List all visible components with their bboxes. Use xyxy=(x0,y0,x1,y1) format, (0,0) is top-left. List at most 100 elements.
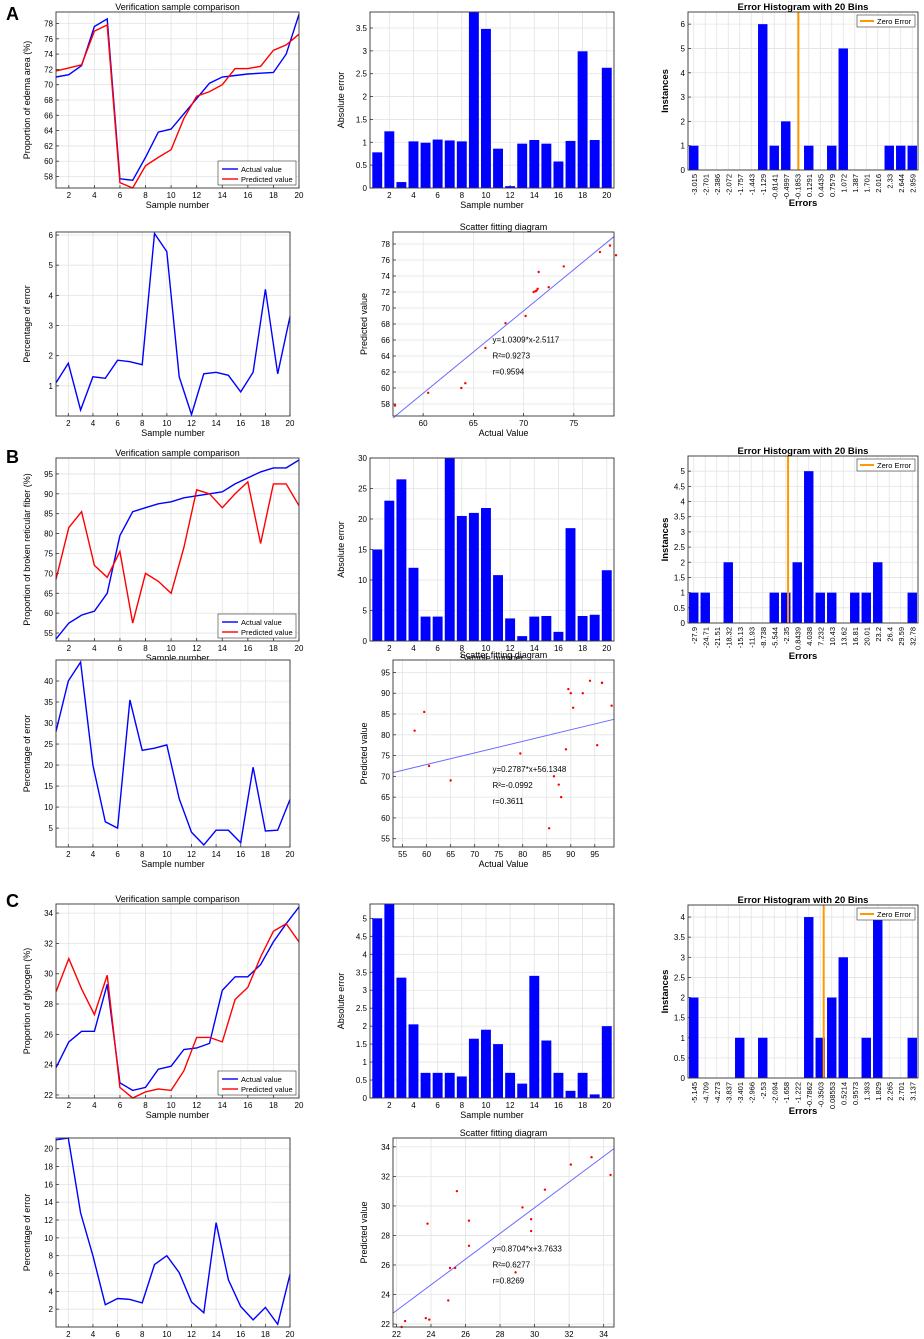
tick-label-x: 23.2 xyxy=(874,627,883,642)
tick-label-y: 4 xyxy=(49,1287,54,1296)
tick-label-y: 20 xyxy=(44,761,53,770)
bar xyxy=(577,615,588,641)
plot-area xyxy=(393,1138,614,1327)
scatter-point xyxy=(571,706,575,709)
scatter-point xyxy=(426,391,430,394)
tick-label-x: -0.7862 xyxy=(805,1082,814,1107)
y-axis-label: Proportion of edema area (%) xyxy=(22,41,32,160)
tick-label-x: 55 xyxy=(398,850,407,859)
tick-label-x: 28 xyxy=(496,1330,505,1339)
tick-label-x: -0.3503 xyxy=(816,1082,825,1107)
tick-label-y: 95 xyxy=(44,470,53,479)
tick-label-y: 2.5 xyxy=(674,973,686,982)
tick-label-y: 0 xyxy=(681,1074,686,1083)
tick-label-x: 2 xyxy=(387,644,392,653)
scatter-point xyxy=(543,1188,547,1191)
tick-label-y: 2.5 xyxy=(356,1004,368,1013)
plot-area xyxy=(688,456,918,623)
scatter-point xyxy=(467,1244,471,1247)
tick-label-y: 10 xyxy=(358,576,367,585)
tick-label-x: 14 xyxy=(218,1101,227,1110)
scatter-point xyxy=(504,322,507,325)
tick-label-y: 40 xyxy=(44,677,53,686)
tick-label-x: 6 xyxy=(435,1101,440,1110)
tick-label-y: 15 xyxy=(358,546,367,555)
tick-label-y: 35 xyxy=(44,698,53,707)
bar xyxy=(372,152,383,188)
tick-label-x: 12 xyxy=(506,1101,515,1110)
tick-label-x: 8 xyxy=(460,191,465,200)
bar xyxy=(493,575,503,641)
bar xyxy=(601,67,612,188)
tick-label-x: 6 xyxy=(118,191,123,200)
bar xyxy=(420,616,431,641)
fit-annotation: r=0.9594 xyxy=(492,367,524,376)
tick-label-y: 2 xyxy=(681,558,686,567)
histogram-bar xyxy=(723,562,733,623)
tick-label-x: 12 xyxy=(187,850,196,859)
plot-area xyxy=(393,660,614,847)
bar xyxy=(541,1040,552,1098)
scatter-point xyxy=(455,1189,459,1193)
tick-label-x: 16 xyxy=(236,419,245,428)
tick-label-x: 90 xyxy=(566,850,575,859)
tick-label-y: 58 xyxy=(381,400,390,409)
tick-label-x: 2.959 xyxy=(908,174,917,193)
tick-label-x: 14 xyxy=(530,191,539,200)
bar xyxy=(589,614,600,641)
bar xyxy=(432,1072,443,1098)
scatter-point xyxy=(610,704,613,707)
histogram-bar xyxy=(827,592,837,623)
tick-label-y: 0.5 xyxy=(356,161,368,170)
tick-label-x: 0.1291 xyxy=(805,174,814,197)
x-axis-label: Sample number xyxy=(141,428,205,438)
tick-label-x: 6 xyxy=(115,1330,120,1339)
y-axis-label: Predicted value xyxy=(359,293,369,355)
tick-label-y: 0 xyxy=(681,619,686,628)
plot-frame xyxy=(392,1137,615,1328)
tick-label-y: 2 xyxy=(363,1022,368,1031)
fit-annotation: R²=0.6277 xyxy=(492,1260,530,1269)
tick-label-x: 13.62 xyxy=(839,627,848,646)
tick-label-y: 76 xyxy=(44,35,53,44)
tick-label-y: 5 xyxy=(681,44,686,53)
tick-label-x: 14 xyxy=(530,644,539,653)
x-axis-label: Sample number xyxy=(460,200,524,210)
tick-label-x: 70 xyxy=(519,419,528,428)
histogram-bar xyxy=(792,562,802,623)
tick-label-x: 8 xyxy=(140,1330,145,1339)
x-axis-label: Actual Value xyxy=(479,428,529,438)
tick-label-x: 8 xyxy=(143,191,148,200)
bar xyxy=(505,186,516,188)
bar xyxy=(481,28,491,188)
tick-label-x: 18 xyxy=(261,419,270,428)
tick-label-y: 90 xyxy=(381,689,390,698)
tick-label-x: 16 xyxy=(243,644,252,653)
x-axis-label: Actual Value xyxy=(479,859,529,869)
bar xyxy=(505,618,516,641)
bar xyxy=(432,139,443,188)
tick-label-y: 2.5 xyxy=(674,543,686,552)
chart-B-bar: 0 5 10 15 20 25 30 2 4 6 8 10 12 14 16 18 20 Sample numbe… xyxy=(336,454,615,663)
scatter-point xyxy=(537,270,540,274)
legend-box xyxy=(217,160,297,186)
tick-label-y: 4 xyxy=(681,69,686,78)
tick-label-y: 2.5 xyxy=(356,70,368,79)
histogram-bar xyxy=(873,562,883,623)
tick-label-x: 14 xyxy=(212,850,221,859)
bar xyxy=(408,567,419,641)
chart-A-bar: 0 0.5 1 1.5 2 2.5 3 3.5 2 4 6 8 10 12 14 16 18 20 Sample n… xyxy=(336,11,615,210)
x-axis-label: Errors xyxy=(789,198,818,209)
tick-label-y: 3 xyxy=(681,953,686,962)
y-axis-label: Instances xyxy=(660,970,671,1014)
tick-label-y: 34 xyxy=(381,1143,390,1152)
scatter-point xyxy=(484,346,487,350)
tick-label-x: 65 xyxy=(446,850,455,859)
tick-label-x: 2.265 xyxy=(885,1082,894,1101)
panel-label-c: C xyxy=(6,891,19,911)
x-axis-label: Sample number xyxy=(146,200,210,210)
legend-label: Zero Error xyxy=(877,910,912,919)
tick-label-x: 18 xyxy=(261,1330,270,1339)
